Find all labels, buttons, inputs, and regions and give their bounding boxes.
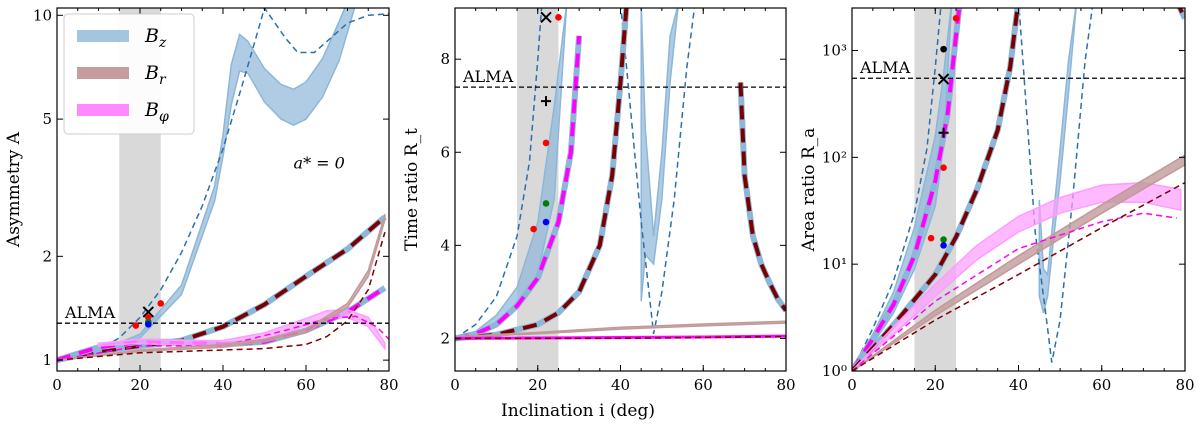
marker-dot — [940, 242, 947, 249]
marker-dot — [927, 234, 935, 242]
series-bz-br-striped — [455, 8, 629, 341]
panel-asymmetry: ALMA a* = 0.99 a* = 0 0 20 40 60 80 1 2 5 10 Asymmet… — [4, 0, 399, 394]
x-tick-label: 20 — [130, 376, 149, 394]
alma-label: ALMA — [859, 58, 911, 77]
x-tick-label: 40 — [611, 376, 630, 394]
marker-dot — [940, 236, 947, 243]
series-br-dashed — [852, 181, 1185, 371]
y-tick-label: 1 — [42, 351, 52, 369]
series-bz-dashed-right — [620, 8, 696, 334]
y-tick-label: 2 — [42, 247, 52, 265]
series-bz-dashed-steep — [455, 8, 543, 340]
panel-area-ratio: ALMA 0 20 40 60 80 10⁰ 10¹ 10² 10³ Area ratio R_a — [799, 7, 1195, 394]
series-br-bz-striped — [57, 215, 387, 363]
marker-dot — [952, 15, 960, 22]
y-tick-label: 10² — [822, 148, 847, 166]
series-b-bz-striped — [852, 8, 962, 371]
shared-x-axis-label: Inclination i (deg) — [501, 401, 655, 421]
plot-area-time-ratio — [455, 8, 786, 342]
series-b-bz-striped — [455, 35, 582, 341]
alma-label: ALMA — [64, 303, 116, 322]
marker-dot — [940, 164, 947, 171]
marker-dot — [542, 200, 550, 207]
marker-dot — [555, 14, 562, 21]
x-tick-label: 60 — [296, 376, 315, 394]
legend: Bz Br Bφ — [63, 13, 195, 135]
series-br-bz-striped — [852, 8, 1020, 371]
x-tick-label: 60 — [1092, 376, 1111, 394]
annotation-label: a* = 0 — [294, 153, 345, 172]
annotation-label: a* = 0.99 — [310, 0, 387, 2]
series-bz-dashed-right — [1018, 8, 1094, 363]
marker-dot — [542, 139, 550, 147]
marker-plus — [541, 96, 552, 107]
marker-dot — [145, 314, 152, 321]
series-bz-a-0-band — [57, 8, 356, 361]
series-br-band-flat — [455, 320, 786, 339]
plot-area-area-ratio — [852, 8, 1185, 371]
y-tick-label: 5 — [42, 110, 52, 128]
x-tick-label: 60 — [694, 376, 713, 394]
series-bz-band-dip — [640, 8, 679, 302]
series-br-band — [852, 154, 1185, 371]
x-tick-label: 80 — [379, 376, 398, 394]
marker-dot — [542, 218, 550, 226]
series-bz-a-0-99 — [57, 8, 389, 361]
plot-area-asymmetry — [57, 8, 389, 364]
series-b-dashed — [852, 212, 1177, 371]
legend-label: Br — [144, 62, 167, 88]
y-tick-label: 10⁰ — [822, 362, 847, 380]
x-tick-label: 40 — [1009, 376, 1028, 394]
panel-time-ratio: ALMA 0 20 40 60 80 2 4 6 8 Time ratio R_t — [402, 7, 796, 394]
x-tick-label: 80 — [776, 376, 795, 394]
series-br-bz-striped-base — [57, 214, 387, 364]
y-tick-label: 4 — [440, 236, 450, 254]
series-br-bz-right-striped-base — [737, 82, 786, 313]
legend-label: Bz — [144, 25, 167, 51]
marker-x — [540, 11, 552, 24]
marker-dot — [132, 322, 140, 329]
y-axis-label: Asymmetry A — [4, 131, 24, 248]
y-tick-label: 10³ — [822, 42, 847, 60]
marker-dot — [145, 321, 152, 328]
x-tick-label: 0 — [52, 376, 62, 394]
x-tick-label: 20 — [528, 376, 547, 394]
alma-label: ALMA — [462, 67, 514, 86]
y-tick-label: 2 — [440, 329, 450, 347]
marker-dot — [940, 45, 947, 53]
x-tick-label: 0 — [847, 376, 857, 394]
y-axis-label: Time ratio R_t — [402, 128, 422, 251]
series-br-bz-right-striped — [738, 82, 786, 312]
series-br-dashed-flat — [455, 335, 786, 340]
x-tick-label: 40 — [213, 376, 232, 394]
series-bz-dashed-steep — [852, 8, 942, 371]
marker-x — [142, 306, 155, 318]
series-b-a-0-99 — [57, 315, 389, 361]
x-tick-label: 80 — [1175, 376, 1194, 394]
series-br-a-0-99 — [57, 231, 386, 361]
series-b-band — [852, 181, 1182, 371]
x-tick-label: 20 — [926, 376, 945, 394]
y-tick-label: 10 — [33, 6, 52, 24]
x-tick-label: 0 — [450, 376, 460, 394]
y-tick-label: 8 — [440, 50, 450, 68]
marker-dot — [157, 300, 165, 307]
marker-plus — [938, 127, 949, 138]
legend-label: Bφ — [144, 99, 169, 125]
series-bz-band-dip — [1038, 8, 1077, 314]
marker-dot — [530, 225, 537, 233]
marker-x — [937, 73, 950, 85]
series-br-bz-right — [1177, 8, 1185, 20]
y-tick-label: 10¹ — [822, 255, 847, 273]
y-axis-label: Area ratio R_a — [799, 128, 819, 253]
series-br-a-0-band — [57, 213, 386, 361]
y-tick-label: 6 — [440, 143, 450, 161]
